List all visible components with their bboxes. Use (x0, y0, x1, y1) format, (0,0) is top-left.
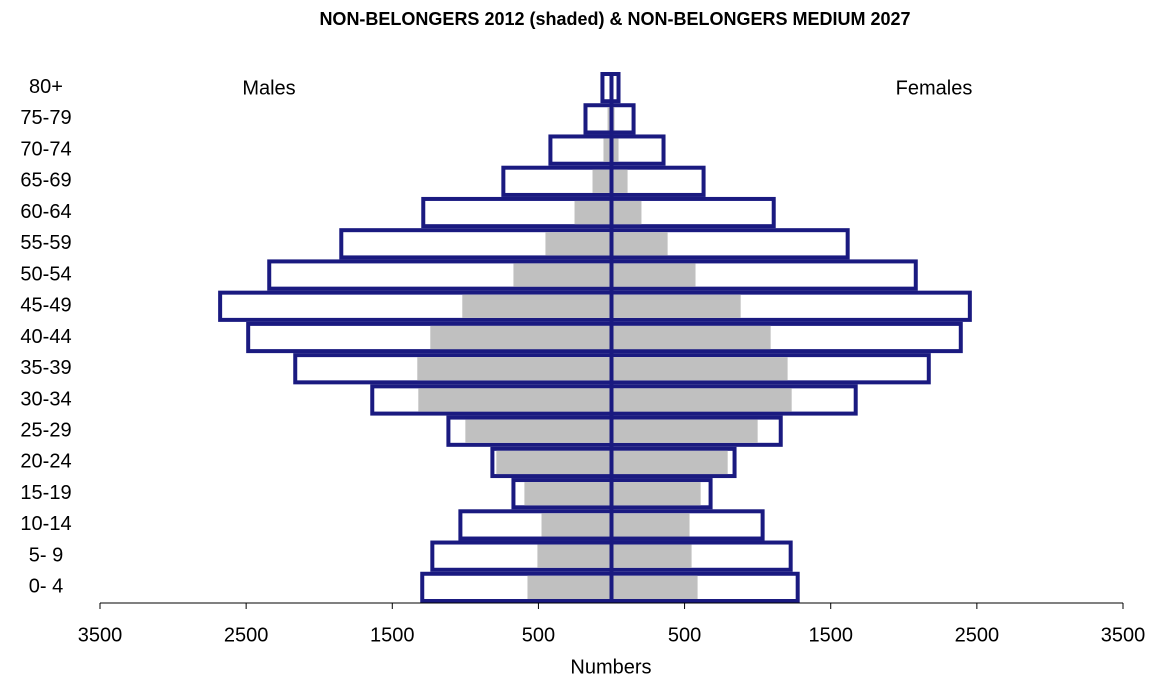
bar (417, 357, 612, 381)
bar (465, 419, 612, 443)
y-tick-label: 15-19 (20, 482, 71, 504)
bar (611, 419, 758, 443)
bar (545, 232, 612, 256)
annotation: Females (896, 77, 973, 99)
y-tick-label: 60-64 (20, 201, 71, 223)
x-tick-label: 2500 (955, 624, 1000, 646)
x-tick-label: 1500 (370, 624, 415, 646)
bar (611, 232, 668, 256)
y-tick-label: 0- 4 (29, 576, 63, 598)
y-tick-label: 40-44 (20, 326, 71, 348)
x-tick-label: 500 (522, 624, 555, 646)
x-axis-label: Numbers (570, 656, 651, 678)
y-tick-label: 65-69 (20, 170, 71, 192)
y-tick-label: 35-39 (20, 357, 71, 379)
x-tick-label: 2500 (224, 624, 269, 646)
bar (611, 169, 628, 193)
y-tick-label: 80+ (29, 76, 63, 98)
bar-outline (609, 103, 636, 135)
bar (462, 294, 612, 318)
y-tick-label: 10-14 (20, 513, 71, 535)
bar (496, 450, 612, 475)
bar-outline (609, 134, 666, 166)
y-tick-label: 70-74 (20, 138, 71, 160)
bar (418, 388, 612, 412)
bar (611, 575, 698, 599)
bar (611, 482, 701, 506)
bar (611, 544, 692, 568)
x-tick-label: 500 (668, 624, 701, 646)
bar (611, 200, 642, 225)
y-tick-label: 55-59 (20, 232, 71, 254)
y-tick-label: 25-29 (20, 419, 71, 441)
y-tick-label: 30-34 (20, 388, 71, 410)
y-tick-label: 20-24 (20, 451, 71, 473)
bar (524, 482, 612, 506)
bar (611, 357, 788, 381)
bar (430, 325, 612, 350)
chart-title: NON-BELONGERS 2012 (shaded) & NON-BELONG… (319, 9, 910, 29)
bar (611, 263, 696, 287)
bar (611, 294, 741, 318)
bar-outline (548, 134, 614, 166)
bar (574, 200, 612, 225)
bar (611, 513, 690, 537)
x-tick-label: 3500 (78, 624, 123, 646)
y-tick-label: 5- 9 (29, 544, 63, 566)
bar (537, 544, 612, 568)
x-tick-label: 3500 (1101, 624, 1146, 646)
bar (527, 575, 612, 599)
bar (611, 325, 771, 350)
bar (592, 169, 612, 193)
annotation: Males (242, 77, 295, 99)
bar (611, 388, 792, 412)
x-tick-label: 1500 (808, 624, 853, 646)
bar (611, 450, 728, 475)
bar (513, 263, 612, 287)
bar (541, 513, 612, 537)
bar (611, 138, 619, 162)
y-tick-label: 50-54 (20, 263, 71, 285)
y-tick-label: 75-79 (20, 107, 71, 129)
y-tick-label: 45-49 (20, 295, 71, 317)
bar (603, 138, 612, 162)
